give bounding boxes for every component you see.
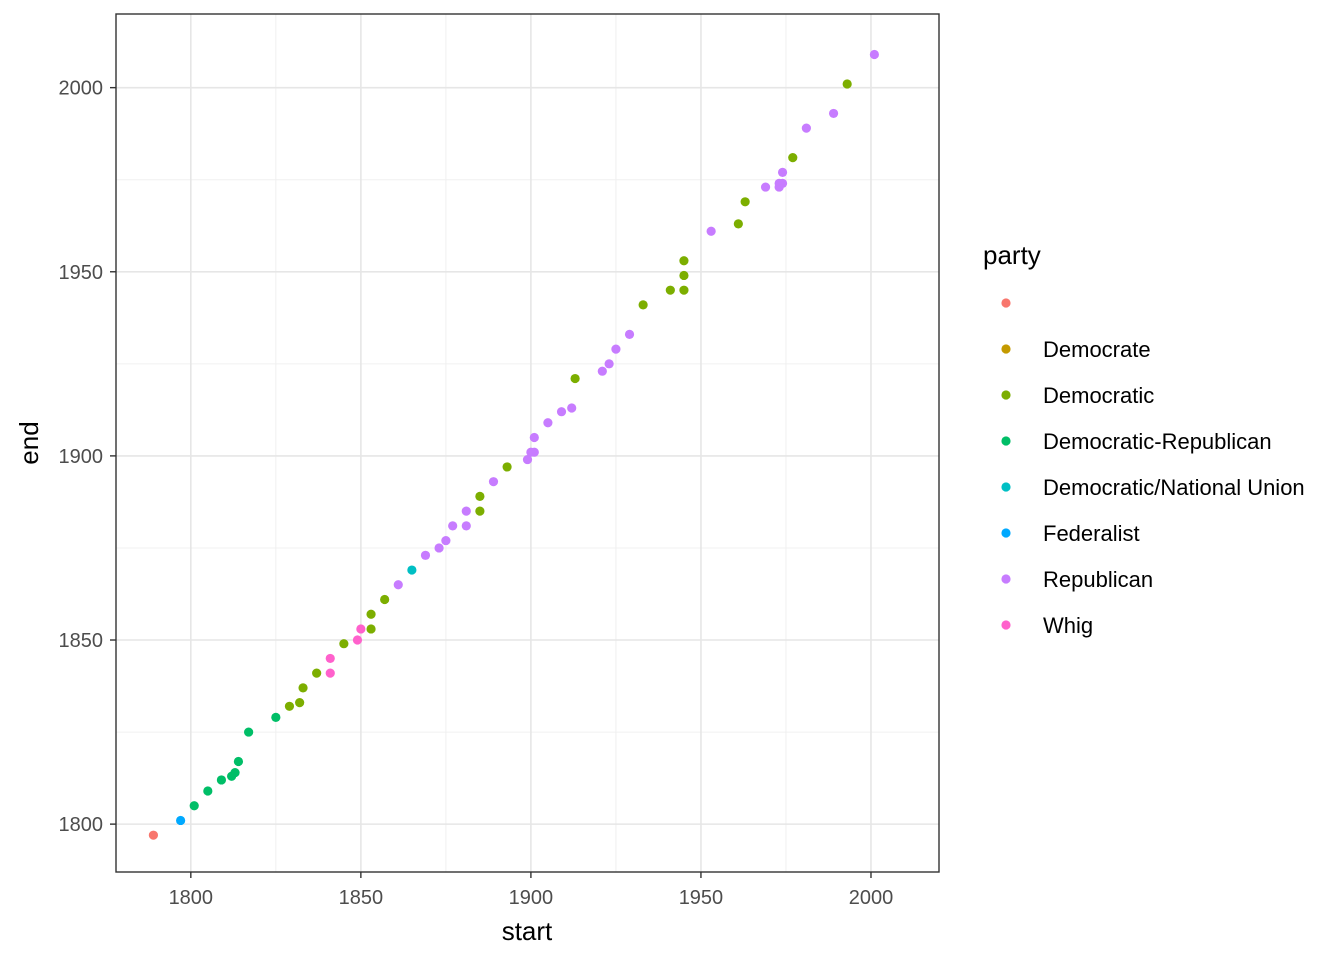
data-points <box>148 49 879 840</box>
data-point <box>733 219 743 229</box>
data-point <box>556 407 567 417</box>
data-point <box>529 447 539 457</box>
x-tick-label: 1900 <box>509 887 554 909</box>
legend: party Democrate Democratic Democratic-Repu… <box>983 240 1305 638</box>
data-point <box>176 815 186 826</box>
data-point <box>233 756 244 767</box>
y-tick-label: 1950 <box>59 262 104 284</box>
data-point <box>295 698 305 708</box>
major-gridlines <box>116 14 939 872</box>
data-point <box>461 506 471 516</box>
legend-key <box>1001 390 1011 400</box>
data-point <box>271 712 281 722</box>
data-point <box>393 580 403 590</box>
data-point <box>638 300 648 310</box>
data-point <box>679 256 689 266</box>
data-point <box>611 344 621 354</box>
data-point <box>284 701 295 711</box>
data-point <box>148 830 159 840</box>
plot-panel-background <box>116 14 939 872</box>
x-tick-label: 1850 <box>339 887 384 909</box>
legend-label: Republican <box>1043 567 1153 592</box>
legend-label: Democratic-Republican <box>1043 429 1272 454</box>
data-point <box>567 403 577 413</box>
data-point <box>380 594 390 605</box>
legend-label: Democratic <box>1043 383 1154 408</box>
plot-panel-border <box>115 13 940 873</box>
data-point <box>244 727 254 737</box>
legend-key <box>1001 528 1011 538</box>
legend-key <box>1001 482 1011 492</box>
data-point <box>325 668 335 678</box>
data-point <box>842 79 852 89</box>
data-point <box>475 506 485 516</box>
legend-key <box>1001 620 1011 630</box>
data-point <box>448 521 458 531</box>
legend-label: Democrate <box>1043 337 1151 362</box>
y-tick-label: 2000 <box>59 78 104 100</box>
legend-label: Federalist <box>1043 521 1140 546</box>
x-tick-label: 1950 <box>679 887 724 909</box>
data-point <box>366 624 376 634</box>
data-point <box>502 462 512 472</box>
data-point <box>777 178 788 188</box>
data-point <box>604 359 614 369</box>
data-point <box>461 521 471 531</box>
data-point <box>352 635 363 645</box>
x-tick-label: 1800 <box>169 887 214 909</box>
legend-key <box>1001 436 1011 446</box>
data-point <box>665 285 675 295</box>
data-point <box>777 167 788 177</box>
legend-key <box>1001 298 1011 308</box>
data-point <box>189 801 199 811</box>
data-point <box>475 491 485 501</box>
legend-label: Democratic/National Union <box>1043 475 1305 500</box>
data-point <box>434 543 444 553</box>
data-point <box>869 49 879 60</box>
legend-label: Whig <box>1043 613 1093 638</box>
y-tick-label: 1800 <box>59 814 104 836</box>
data-point <box>740 197 750 207</box>
legend-key <box>1001 574 1011 584</box>
data-point <box>488 477 499 487</box>
data-point <box>203 786 213 796</box>
data-point <box>706 226 716 236</box>
data-point <box>420 550 431 560</box>
data-point <box>597 366 607 376</box>
data-point <box>298 683 308 693</box>
data-point <box>529 432 539 443</box>
data-point <box>801 123 811 133</box>
data-point <box>441 535 451 546</box>
data-point <box>312 668 322 678</box>
legend-title: party <box>983 240 1041 270</box>
data-point <box>760 182 771 192</box>
y-axis-title: end <box>14 421 44 464</box>
y-tick-label: 1900 <box>59 446 104 468</box>
y-axis: 1800 1850 1900 1950 2000 <box>59 78 116 836</box>
data-point <box>366 609 376 619</box>
data-point <box>216 775 227 785</box>
y-tick-label: 1850 <box>59 630 104 652</box>
data-point <box>543 418 553 428</box>
data-point <box>325 653 335 664</box>
x-axis: 1800 1850 1900 1950 2000 <box>169 872 894 909</box>
data-point <box>679 270 689 281</box>
data-point <box>339 639 349 649</box>
x-tick-label: 2000 <box>849 887 894 909</box>
data-point <box>522 454 533 465</box>
data-point <box>407 565 417 575</box>
data-point <box>788 153 798 163</box>
data-point <box>828 108 839 119</box>
data-point <box>570 373 580 384</box>
data-point <box>679 285 689 295</box>
legend-key <box>1001 344 1011 354</box>
data-point <box>624 329 635 339</box>
x-axis-title: start <box>502 916 553 946</box>
data-point <box>230 767 240 778</box>
data-point <box>356 624 366 634</box>
